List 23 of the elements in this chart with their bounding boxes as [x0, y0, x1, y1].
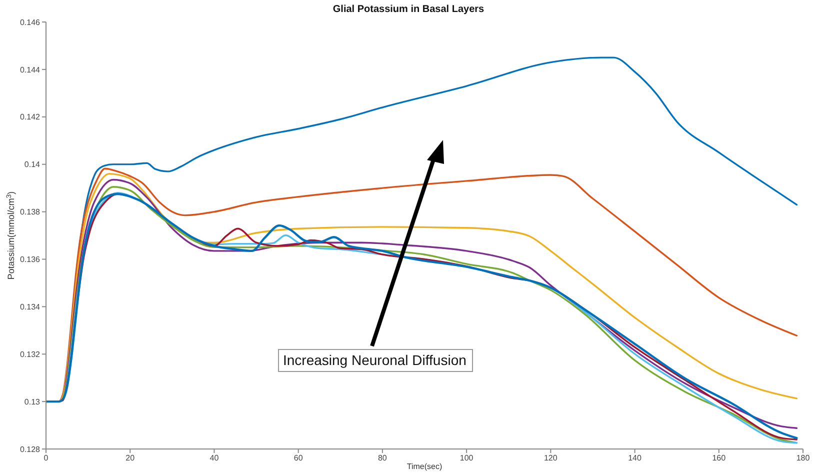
x-tick-label: 120 [544, 454, 558, 463]
x-tick-label: 0 [44, 454, 49, 463]
y-tick-label: 0.146 [20, 18, 41, 27]
y-tick-label: 0.138 [20, 208, 41, 217]
y-tick-label: 0.142 [20, 112, 41, 122]
x-tick-label: 60 [294, 454, 304, 463]
x-tick-label: 20 [126, 454, 136, 463]
y-tick-label: 0.13 [24, 397, 41, 406]
y-tick-label: 0.14 [24, 160, 41, 170]
y-tick-label: 0.136 [20, 255, 41, 264]
x-tick-label: 180 [796, 454, 810, 463]
x-tick-label: 140 [628, 454, 642, 463]
y-tick-label: 0.134 [20, 302, 41, 312]
x-tick-label: 160 [712, 454, 726, 463]
x-tick-label: 40 [210, 454, 220, 463]
y-tick-label: 0.132 [20, 350, 41, 359]
annotation: Increasing Neuronal Diffusion [278, 349, 474, 372]
x-tick-label: 80 [378, 454, 388, 463]
x-tick-label: 100 [460, 454, 474, 463]
y-tick-label: 0.128 [20, 444, 41, 454]
x-axis-title: Time(sec) [406, 462, 442, 471]
chart-title: Glial Potassium in Basal Layers [332, 4, 486, 15]
y-tick-label: 0.144 [20, 65, 41, 74]
